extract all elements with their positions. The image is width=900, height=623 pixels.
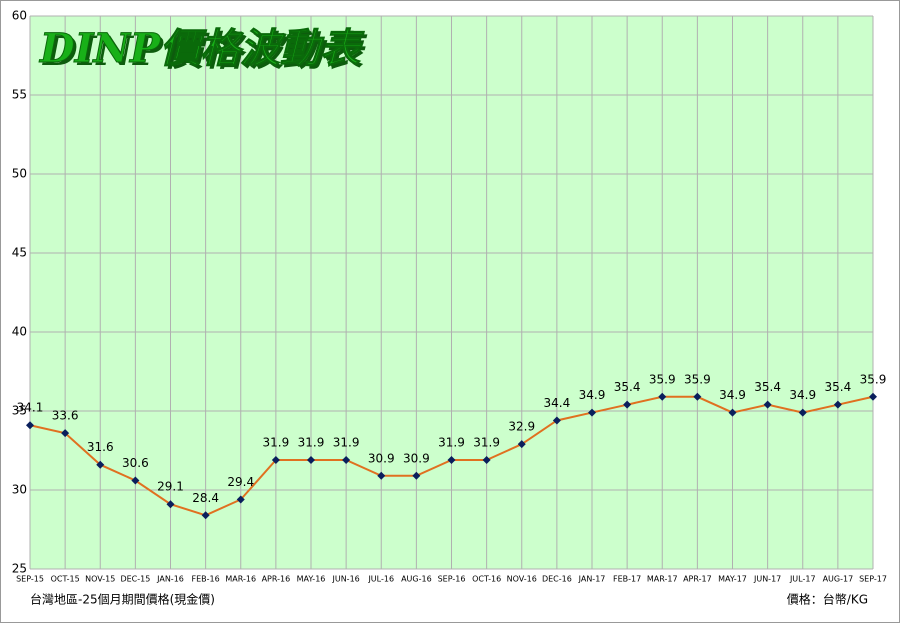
marker [307,455,315,464]
x-tick-label: OCT-16 [472,575,501,584]
x-tick-label: DEC-15 [120,575,150,584]
x-tick-label: FEB-17 [613,575,641,584]
data-label: 29.1 [157,480,184,494]
marker [763,400,772,409]
data-label: 35.9 [860,372,887,386]
x-tick-label: MAY-16 [297,575,326,584]
data-label: 35.4 [754,380,781,394]
x-tick-label: FEB-16 [192,575,220,584]
data-label: 34.1 [17,401,44,415]
y-tick-label: 45 [12,246,27,260]
marker [342,455,351,464]
data-label: 34.9 [789,388,816,402]
marker [517,440,526,449]
marker [377,471,386,480]
x-tick-label: SEP-17 [859,575,887,584]
x-tick-label: APR-16 [262,575,291,584]
data-label: 31.9 [473,435,500,449]
x-tick-label: JUL-16 [367,575,394,584]
data-label: 32.9 [508,420,535,434]
x-tick-label: SEP-16 [438,575,466,584]
marker [623,400,632,409]
x-tick-label: APR-17 [683,575,712,584]
marker [658,392,667,401]
x-tick-label: AUG-17 [823,575,854,584]
marker [588,408,596,417]
y-tick-label: 35 [12,404,27,418]
x-tick-label: JAN-16 [156,575,184,584]
x-tick-label: JUL-17 [789,575,816,584]
data-label: 31.9 [438,435,465,449]
data-label: 31.6 [87,440,114,454]
y-tick-label: 60 [12,9,27,23]
x-tick-label: NOV-15 [85,575,115,584]
x-tick-label: MAR-16 [225,575,256,584]
y-tick-label: 25 [12,562,27,576]
marker [798,408,807,417]
marker [447,455,456,464]
x-tick-label: JUN-16 [331,575,359,584]
marker [61,429,70,438]
data-label: 34.9 [579,388,606,402]
data-label: 33.6 [52,409,79,423]
marker [96,460,105,469]
marker [869,392,877,401]
data-label: 35.4 [614,380,641,394]
marker [728,408,737,417]
x-tick-label: AUG-16 [401,575,432,584]
data-label: 30.9 [368,451,395,465]
data-label: 30.9 [403,451,430,465]
marker [271,455,280,464]
data-label: 34.9 [719,388,746,402]
x-tick-label: MAY-17 [718,575,747,584]
data-label: 35.4 [825,380,852,394]
y-tick-label: 40 [12,325,27,339]
marker [482,455,491,464]
footnote: 台灣地區-25個月期間價格(現金價) [30,592,215,607]
marker [693,392,702,401]
x-tick-label: MAR-17 [647,575,678,584]
x-tick-label: DEC-16 [542,575,572,584]
data-label: 28.4 [192,491,219,505]
x-tick-label: SEP-15 [16,575,44,584]
marker [412,471,421,480]
x-tick-label: NOV-16 [507,575,537,584]
data-label: 35.9 [649,372,676,386]
marker [166,500,175,509]
footnote: 價格：台幣/KG [787,592,868,607]
marker [552,416,561,425]
y-tick-label: 55 [12,88,27,102]
chart-title: DINP價格波動表 [39,25,365,72]
chart-title-shadow: DINP價格波動表 [42,28,368,75]
data-label: 30.6 [122,456,149,470]
data-label: 31.9 [298,435,325,449]
data-label: 35.9 [684,372,711,386]
marker [833,400,842,409]
marker [26,421,34,430]
marker [236,495,245,504]
y-tick-label: 50 [12,167,27,181]
y-tick-label: 30 [12,483,27,497]
data-label: 31.9 [333,435,360,449]
marker [131,476,140,485]
x-tick-label: JUN-17 [753,575,781,584]
marker [201,511,210,520]
data-label: 29.4 [227,475,254,489]
data-label: 31.9 [263,435,290,449]
x-tick-label: OCT-15 [51,575,80,584]
data-label: 34.4 [544,396,571,410]
x-tick-label: JAN-17 [578,575,606,584]
